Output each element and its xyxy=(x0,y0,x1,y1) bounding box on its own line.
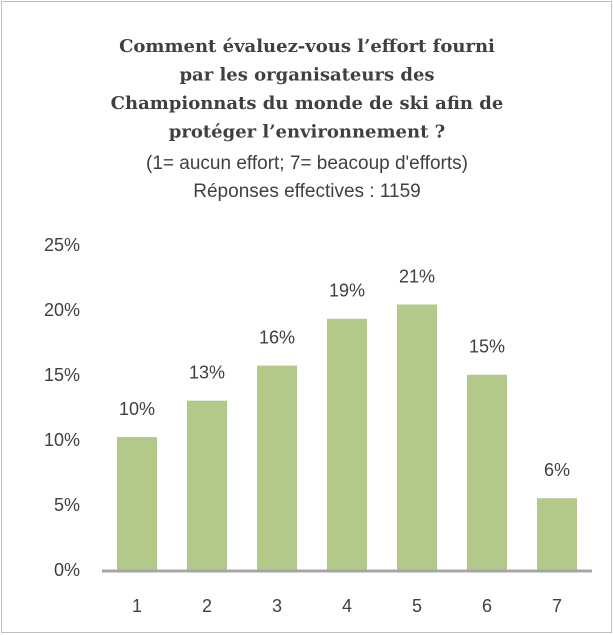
data-label: 13% xyxy=(189,362,225,382)
x-tick-label: 5 xyxy=(412,596,422,616)
y-tick-label: 5% xyxy=(54,495,80,515)
bar xyxy=(397,304,437,571)
x-tick-label: 1 xyxy=(132,596,142,616)
data-label: 19% xyxy=(329,281,365,301)
y-tick-label: 15% xyxy=(44,365,80,385)
bar xyxy=(117,437,157,571)
x-tick-label: 7 xyxy=(552,596,562,616)
chart-title: par les organisateurs des xyxy=(179,65,434,86)
y-tick-label: 10% xyxy=(44,430,80,450)
bar xyxy=(187,400,227,571)
bar xyxy=(467,374,507,571)
chart-title: Comment évaluez-vous l’effort fourni xyxy=(119,36,495,57)
x-tick-label: 3 xyxy=(272,596,282,616)
chart-title: protéger l’environnement ? xyxy=(169,122,445,143)
y-tick-label: 20% xyxy=(44,300,80,320)
bar xyxy=(537,498,577,571)
bar xyxy=(257,365,297,571)
data-label: 16% xyxy=(259,327,295,347)
y-tick-label: 0% xyxy=(54,560,80,580)
data-label: 15% xyxy=(469,336,505,356)
data-label: 21% xyxy=(399,266,435,286)
chart-subtitle: Réponses effectives : 1159 xyxy=(193,181,420,202)
data-label: 10% xyxy=(119,399,155,419)
chart-title: Championnats du monde de ski afin de xyxy=(111,93,504,114)
x-tick-label: 6 xyxy=(482,596,492,616)
x-tick-label: 2 xyxy=(202,596,212,616)
y-tick-label: 25% xyxy=(44,235,80,255)
bar xyxy=(327,318,367,571)
x-tick-label: 4 xyxy=(342,596,352,616)
data-label: 6% xyxy=(544,460,570,480)
chart-subtitle: (1= aucun effort; 7= beacoup d'efforts) xyxy=(146,153,468,174)
